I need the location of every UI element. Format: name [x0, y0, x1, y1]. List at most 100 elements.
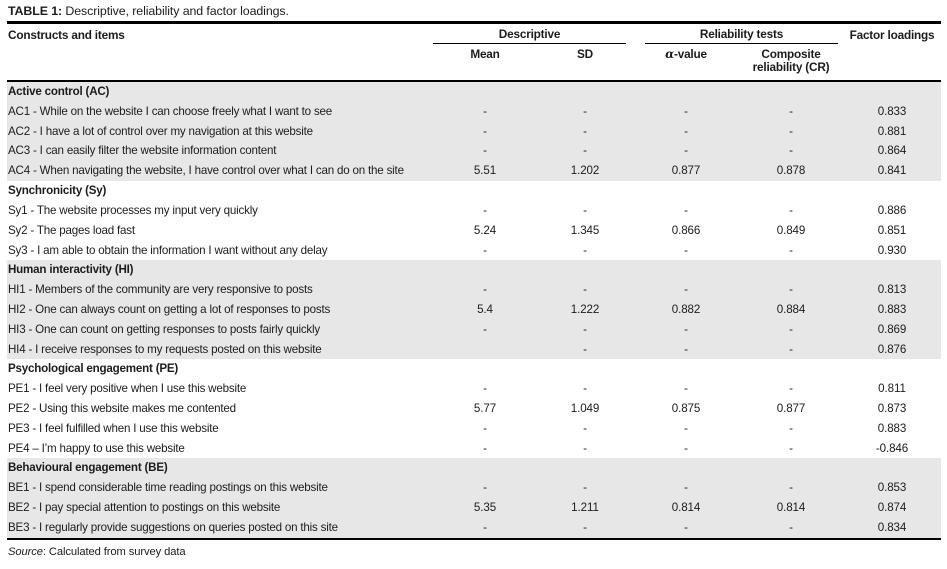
cell-alpha-value: - — [684, 322, 688, 336]
header-rule — [7, 79, 941, 82]
item-row: Sy3 - I am able to obtain the informatio… — [7, 241, 941, 261]
item-row: PE4 – I’m happy to use this website - - - - -… — [7, 439, 941, 459]
cell-composite-reliability: - — [789, 382, 793, 396]
cell-composite-reliability: 0.884 — [776, 302, 806, 316]
cell-composite-reliability: - — [789, 243, 793, 257]
cell-sd: - — [583, 203, 587, 217]
cell-mean: 5.77 — [473, 402, 497, 415]
col-header-factor-loadings: Factor loadings — [849, 27, 935, 42]
cell-factor-loading: 0.869 — [877, 322, 907, 336]
cell-composite-reliability: 0.814 — [776, 501, 806, 515]
cell-sd: 1.345 — [570, 223, 600, 237]
cell-factor-loading: 0.811 — [878, 382, 906, 396]
section-header-row: Active control (AC) — [7, 82, 941, 102]
item-row: AC2 - I have a lot of control over my na… — [7, 121, 941, 142]
table-body: Active control (AC) AC1 - While on the we… — [7, 82, 941, 538]
item-label: BE1 - I spend considerable time reading … — [8, 481, 328, 495]
item-label: HI4 - I receive responses to my requests… — [8, 342, 322, 356]
item-row: AC1 - While on the website I can choose … — [7, 101, 941, 122]
cell-factor-loading: 0.864 — [877, 144, 907, 158]
cell-mean: 5.51 — [473, 164, 497, 178]
cell-mean: - — [483, 520, 487, 534]
cell-alpha-value: 0.814 — [671, 501, 701, 515]
alpha-suffix: -value — [673, 46, 707, 61]
section-header-label: Behavioural engagement (BE) — [8, 461, 168, 475]
cell-composite-reliability: - — [789, 481, 793, 495]
item-label: PE1 - I feel very positive when I use th… — [8, 382, 247, 396]
item-row: AC4 - When navigating the website, I hav… — [7, 161, 941, 182]
cell-factor-loading: 0.841 — [877, 164, 907, 178]
cell-factor-loading: -0.846 — [875, 441, 909, 455]
cell-mean: - — [483, 124, 487, 138]
item-row: HI2 - One can always count on getting a … — [7, 299, 941, 320]
cell-mean: - — [483, 421, 487, 435]
cell-alpha-value: 0.882 — [671, 302, 701, 316]
cell-alpha-value: - — [684, 382, 688, 396]
cell-sd: - — [583, 520, 587, 534]
cell-composite-reliability: - — [789, 441, 793, 455]
cell-alpha-value: 0.866 — [671, 223, 701, 237]
item-row: PE2 - Using this website makes me conten… — [7, 399, 941, 419]
cell-alpha-value: - — [684, 203, 688, 217]
section-header-row: Human interactivity (HI) — [7, 260, 941, 281]
item-label: HI1 - Members of the community are very … — [8, 283, 313, 297]
item-row: HI1 - Members of the community are very … — [7, 280, 941, 300]
item-label: PE2 - Using this website makes me conten… — [8, 402, 236, 415]
item-row: BE2 - I pay special attention to posting… — [7, 498, 941, 518]
cell-sd: - — [583, 382, 587, 396]
cell-alpha-value: - — [684, 124, 688, 138]
item-row: HI3 - One can count on getting responses… — [7, 319, 941, 340]
cell-composite-reliability: - — [789, 342, 793, 356]
cell-sd: - — [583, 124, 587, 138]
cell-mean: - — [483, 382, 487, 396]
cell-mean: - — [483, 243, 487, 257]
cell-factor-loading: 0.881 — [877, 124, 907, 138]
col-header-alpha-value: α-value — [633, 44, 739, 74]
cell-composite-reliability: - — [789, 144, 793, 158]
cell-composite-reliability: - — [789, 520, 793, 534]
cell-factor-loading: 0.853 — [877, 481, 907, 495]
cell-mean — [433, 340, 537, 360]
table-title-text: Descriptive, reliability and factor load… — [62, 4, 289, 18]
item-row: PE3 - I feel fulfilled when I use this w… — [7, 419, 941, 439]
item-label: BE2 - I pay special attention to posting… — [8, 501, 281, 515]
table-header: Constructs and items Descriptive Reliabi… — [7, 24, 941, 80]
cell-alpha-value: - — [684, 283, 688, 297]
cell-factor-loading: 0.886 — [877, 203, 907, 217]
col-group-reliability-label: Reliability tests — [699, 26, 784, 41]
cell-sd: - — [583, 283, 587, 297]
section-header-row: Psychological engagement (PE) — [7, 359, 941, 379]
col-header-constructs-and-items: Constructs and items — [8, 27, 125, 42]
cell-alpha-value: - — [684, 144, 688, 158]
cell-factor-loading: 0.876 — [877, 342, 907, 356]
cell-sd: - — [583, 481, 587, 495]
cell-mean: - — [483, 322, 487, 336]
alpha-symbol: α — [665, 46, 674, 61]
cell-factor-loading: 0.883 — [877, 302, 907, 316]
item-row: PE1 - I feel very positive when I use th… — [7, 379, 941, 399]
item-row: Sy2 - The pages load fast 5.24 1.345 0.866 0… — [7, 221, 941, 241]
cell-mean: 5.35 — [473, 501, 497, 515]
cell-sd: 1.202 — [570, 164, 600, 178]
source-note: Source: Calculated from survey data — [7, 540, 941, 558]
cell-composite-reliability: - — [789, 283, 793, 297]
col-header-sd: SD — [577, 46, 593, 61]
cell-sd: 1.211 — [571, 501, 599, 515]
item-label: AC2 - I have a lot of control over my na… — [8, 124, 313, 138]
cell-mean: - — [483, 144, 487, 158]
cell-composite-reliability: - — [789, 322, 793, 336]
cell-alpha-value: - — [684, 342, 688, 356]
cell-mean: - — [483, 441, 487, 455]
item-row: HI4 - I receive responses to my requests… — [7, 339, 941, 360]
cell-sd: - — [583, 342, 587, 356]
cell-composite-reliability: - — [789, 421, 793, 435]
cell-sd: - — [583, 144, 587, 158]
cell-mean: 5.4 — [477, 302, 493, 316]
cell-sd: - — [583, 243, 587, 257]
item-row: AC3 - I can easily filter the website in… — [7, 141, 941, 162]
section-header-row: Behavioural engagement (BE) — [7, 458, 941, 479]
section-header-row: Synchronicity (Sy) — [7, 181, 941, 201]
section-header-label: Human interactivity (HI) — [8, 263, 134, 277]
item-label: BE3 - I regularly provide suggestions on… — [8, 520, 338, 534]
section-header-label: Active control (AC) — [8, 85, 110, 98]
